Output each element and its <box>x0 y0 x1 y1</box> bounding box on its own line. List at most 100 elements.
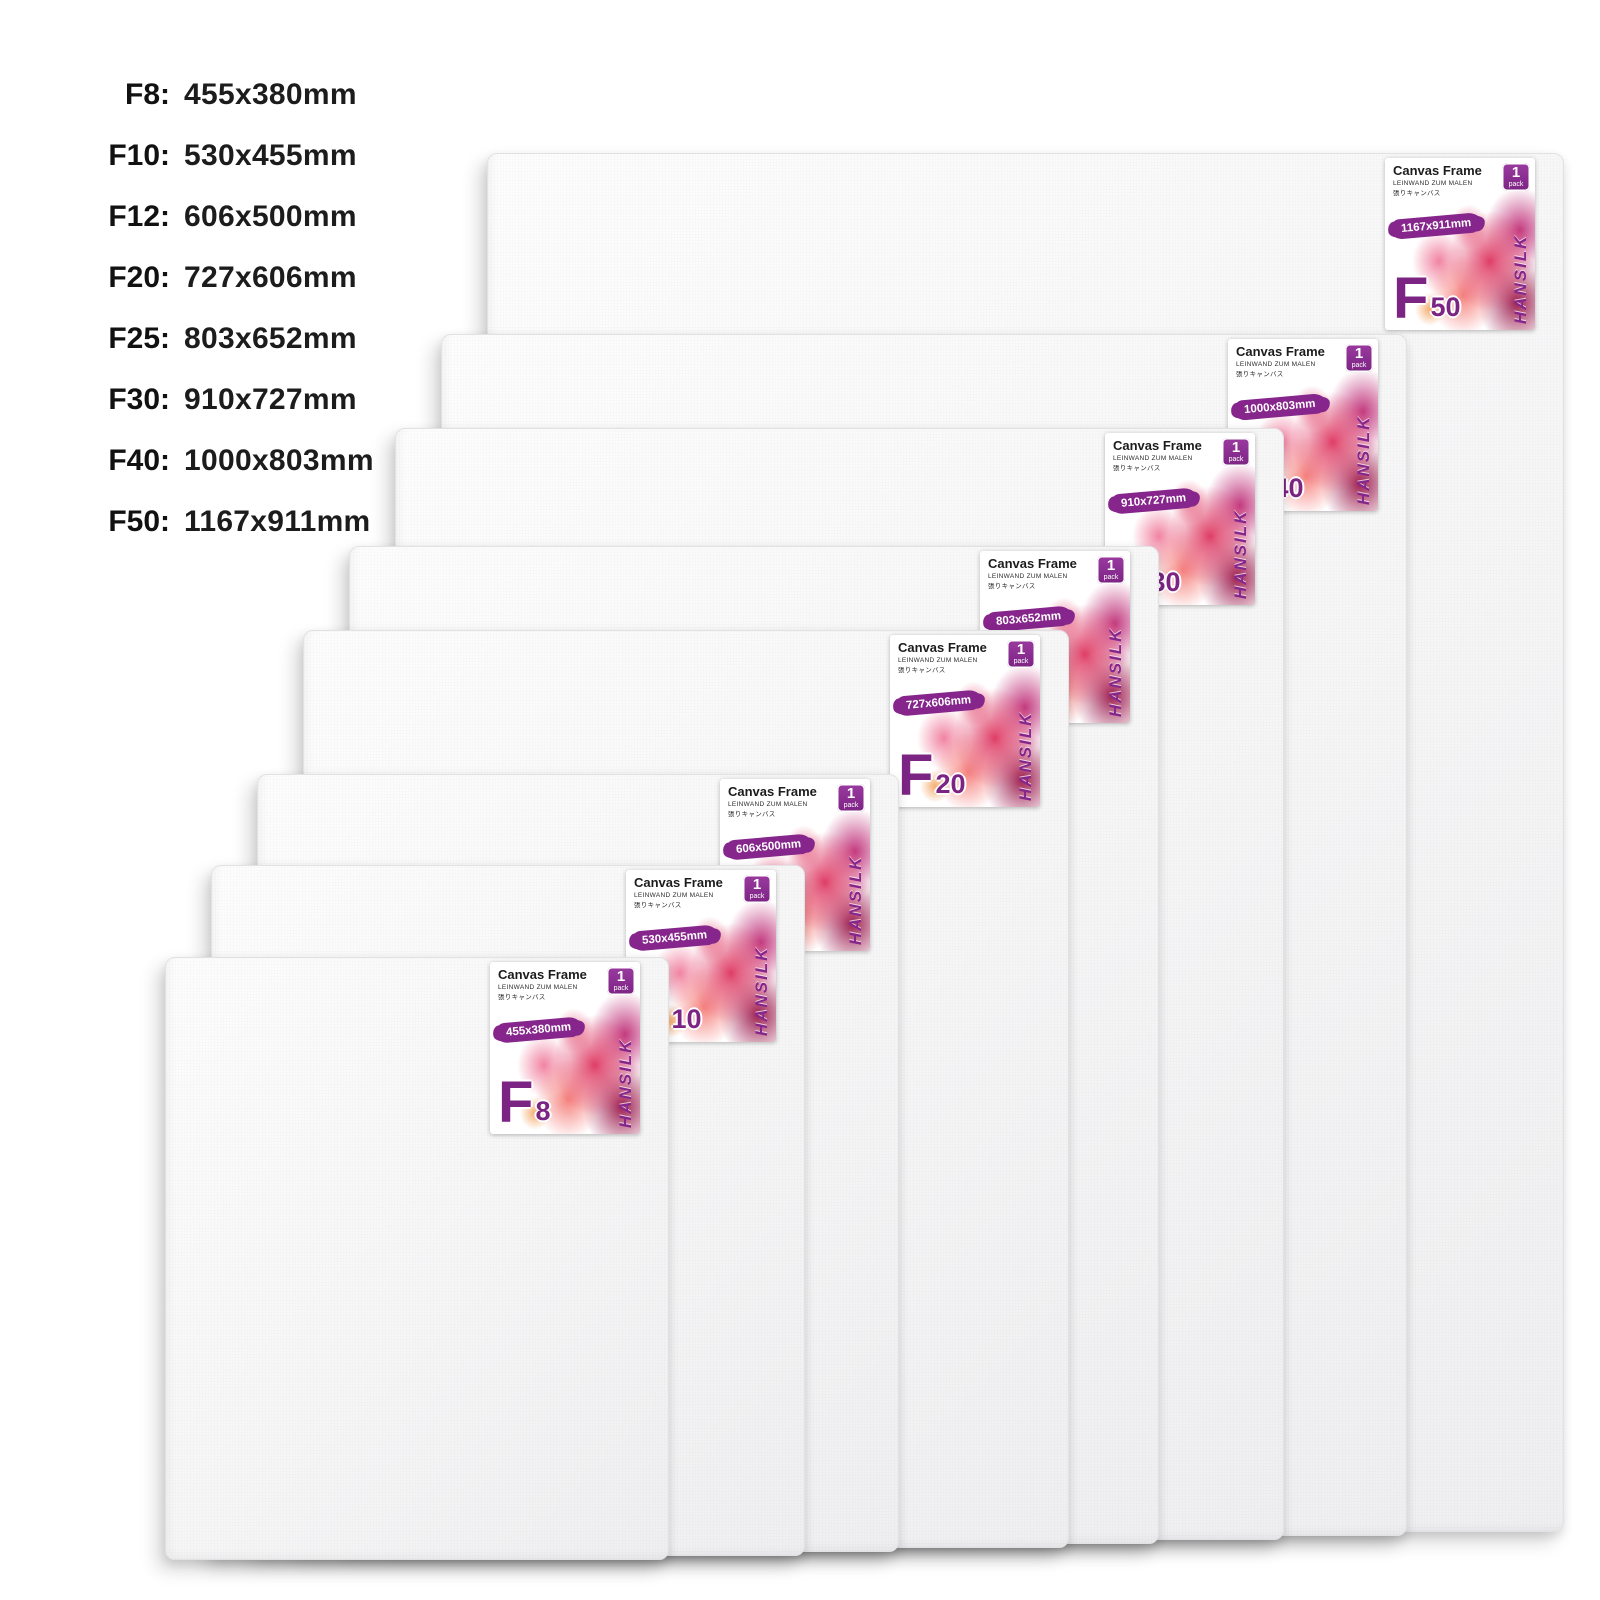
sticker-subtitle-jp: 張りキャンバス <box>898 666 946 674</box>
sticker-title: Canvas Frame <box>1113 438 1202 453</box>
sticker-title: Canvas Frame <box>1236 344 1325 359</box>
sticker-subtitle-jp: 張りキャンバス <box>728 810 776 818</box>
canvas-label-sticker: Canvas Frame LEINWAND ZUM MALEN 張りキャンバス … <box>490 962 640 1134</box>
brand-name: HANSILK <box>846 855 865 945</box>
sticker-subtitle-de: LEINWAND ZUM MALEN <box>498 984 578 992</box>
sticker-subtitle-de: LEINWAND ZUM MALEN <box>1113 455 1193 463</box>
legend-label: F10: <box>108 139 170 172</box>
pack-count: 1 <box>1511 164 1521 181</box>
sticker-title: Canvas Frame <box>898 640 987 655</box>
pack-count-badge: 1 pack <box>1222 438 1250 467</box>
legend-label: F20: <box>108 261 170 294</box>
pack-count-badge: 1 pack <box>1502 163 1530 192</box>
pack-count: 1 <box>1354 345 1364 362</box>
sticker-title: Canvas Frame <box>1393 163 1482 178</box>
pack-word: pack <box>1013 657 1029 665</box>
legend-item: F20: 727x606mm <box>52 261 374 322</box>
sticker-title: Canvas Frame <box>988 556 1077 571</box>
legend-label: F25: <box>108 322 170 355</box>
legend-value: 727x606mm <box>184 261 357 294</box>
sticker-subtitle-jp: 張りキャンバス <box>1113 464 1161 472</box>
brand-name: HANSILK <box>1016 711 1035 801</box>
pack-count: 1 <box>1231 439 1241 456</box>
legend-item: F25: 803x652mm <box>52 322 374 383</box>
brand-name: HANSILK <box>1231 509 1250 599</box>
format-code: F50 <box>1393 266 1461 330</box>
sticker-header: Canvas Frame LEINWAND ZUM MALEN 張りキャンバス <box>498 967 604 1002</box>
pack-word: pack <box>1103 573 1119 581</box>
size-legend: F8: 455x380mm F10: 530x455mm F12: 606x50… <box>52 78 374 566</box>
size-text: 727x606mm <box>905 694 972 712</box>
canvas-f8: Canvas Frame LEINWAND ZUM MALEN 張りキャンバス … <box>165 957 669 1560</box>
pack-count-badge: 1 pack <box>1097 556 1125 585</box>
sticker-title: Canvas Frame <box>634 875 723 890</box>
legend-item: F12: 606x500mm <box>52 200 374 261</box>
pack-word: pack <box>843 801 859 809</box>
legend-label: F12: <box>108 200 170 233</box>
legend-item: F30: 910x727mm <box>52 383 374 444</box>
legend-item: F40: 1000x803mm <box>52 444 374 505</box>
pack-count-badge: 1 pack <box>1007 640 1035 669</box>
format-number: 8 <box>535 1096 551 1127</box>
sticker-subtitle-de: LEINWAND ZUM MALEN <box>634 892 714 900</box>
sticker-subtitle-jp: 張りキャンバス <box>1236 370 1284 378</box>
legend-value: 803x652mm <box>184 322 357 355</box>
pack-word: pack <box>749 892 765 900</box>
sticker-title: Canvas Frame <box>728 784 817 799</box>
format-code: F8 <box>498 1070 551 1134</box>
sticker-subtitle-jp: 張りキャンバス <box>498 993 546 1001</box>
brand-name: HANSILK <box>1106 627 1125 717</box>
legend-label: F30: <box>108 383 170 416</box>
size-text: 530x455mm <box>641 929 708 947</box>
sticker-subtitle-jp: 張りキャンバス <box>634 901 682 909</box>
format-number: 20 <box>935 769 966 800</box>
format-number: 50 <box>1430 292 1461 323</box>
sticker-subtitle-de: LEINWAND ZUM MALEN <box>1236 361 1316 369</box>
brand-name: HANSILK <box>1511 234 1530 324</box>
pack-count-badge: 1 pack <box>1345 344 1373 373</box>
sticker-subtitle-de: LEINWAND ZUM MALEN <box>728 801 808 809</box>
legend-value: 1000x803mm <box>184 444 374 477</box>
sticker-header: Canvas Frame LEINWAND ZUM MALEN 張りキャンバス <box>1393 163 1499 198</box>
size-text: 606x500mm <box>735 838 802 856</box>
size-text: 1167x911mm <box>1400 216 1472 236</box>
pack-count: 1 <box>752 876 762 893</box>
canvas-label-sticker: Canvas Frame LEINWAND ZUM MALEN 張りキャンバス … <box>890 635 1040 807</box>
legend-value: 606x500mm <box>184 200 357 233</box>
sticker-header: Canvas Frame LEINWAND ZUM MALEN 張りキャンバス <box>728 784 834 819</box>
legend-label: F40: <box>108 444 170 477</box>
legend-label: F8: <box>125 78 170 111</box>
sticker-subtitle-jp: 張りキャンバス <box>988 582 1036 590</box>
pack-word: pack <box>1228 455 1244 463</box>
pack-count: 1 <box>616 968 626 985</box>
size-text: 803x652mm <box>995 610 1062 628</box>
size-text: 1000x803mm <box>1243 397 1317 417</box>
brand-name: HANSILK <box>752 946 771 1036</box>
legend-value: 1167x911mm <box>184 505 371 538</box>
sticker-subtitle-de: LEINWAND ZUM MALEN <box>898 657 978 665</box>
legend-value: 910x727mm <box>184 383 357 416</box>
canvas-label-sticker: Canvas Frame LEINWAND ZUM MALEN 張りキャンバス … <box>1385 158 1535 330</box>
format-letter: F <box>1393 266 1429 330</box>
pack-word: pack <box>1508 180 1524 188</box>
brand-name: HANSILK <box>616 1038 635 1128</box>
sticker-subtitle-de: LEINWAND ZUM MALEN <box>1393 180 1473 188</box>
legend-value: 530x455mm <box>184 139 357 172</box>
legend-label: F50: <box>108 505 170 538</box>
pack-count: 1 <box>1106 557 1116 574</box>
sticker-header: Canvas Frame LEINWAND ZUM MALEN 張りキャンバス <box>988 556 1094 591</box>
sticker-header: Canvas Frame LEINWAND ZUM MALEN 張りキャンバス <box>1113 438 1219 473</box>
pack-count-badge: 1 pack <box>743 875 771 904</box>
pack-word: pack <box>1351 361 1367 369</box>
pack-count: 1 <box>1016 641 1026 658</box>
legend-item: F8: 455x380mm <box>52 78 374 139</box>
pack-count-badge: 1 pack <box>837 784 865 813</box>
sticker-header: Canvas Frame LEINWAND ZUM MALEN 張りキャンバス <box>898 640 1004 675</box>
size-text: 910x727mm <box>1120 492 1187 510</box>
sticker-header: Canvas Frame LEINWAND ZUM MALEN 張りキャンバス <box>634 875 740 910</box>
legend-item: F50: 1167x911mm <box>52 505 374 566</box>
pack-count: 1 <box>846 785 856 802</box>
format-letter: F <box>498 1070 534 1134</box>
sticker-title: Canvas Frame <box>498 967 587 982</box>
